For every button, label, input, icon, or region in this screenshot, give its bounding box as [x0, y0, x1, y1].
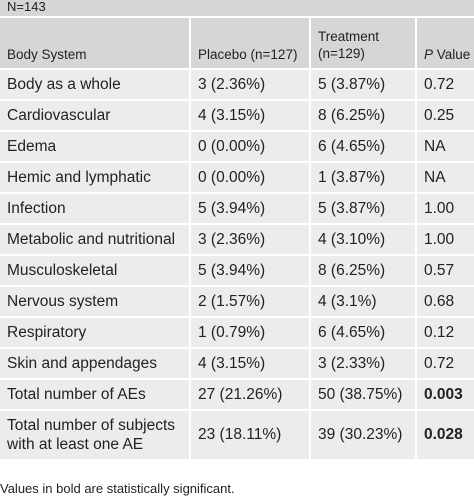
table-grid: Body System Placebo (n=127) Treatment (n… [0, 18, 474, 461]
cell-placebo: 5 (3.94%) [191, 194, 311, 225]
cell-p-value: NA [417, 163, 474, 194]
cell-treatment: 5 (3.87%) [311, 70, 417, 101]
cell-placebo: 0 (0.00%) [191, 132, 311, 163]
cell-treatment: 50 (38.75%) [311, 380, 417, 411]
cell-body-system: Hemic and lymphatic [0, 163, 191, 194]
cell-body-system: Total number of subjects with at least o… [0, 411, 191, 461]
header-p-rest: Value [433, 47, 471, 62]
cell-body-system: Infection [0, 194, 191, 225]
header-body-system: Body System [0, 18, 191, 70]
header-placebo: Placebo (n=127) [191, 18, 311, 70]
footnote: Values in bold are statistically signifi… [0, 481, 235, 496]
adverse-events-table: N=143 Body System Placebo (n=127) Treatm… [0, 0, 474, 461]
table-row: Skin and appendages 4 (3.15%) 3 (2.33%) 0.7… [0, 349, 474, 380]
header-p-italic: P [424, 47, 434, 62]
cell-p-value: 0.003 [417, 380, 474, 411]
header-treatment-line1: Treatment [318, 29, 380, 44]
table-row: Total number of AEs 27 (21.26%) 50 (38.75%… [0, 380, 474, 411]
cell-treatment: 4 (3.1%) [311, 287, 417, 318]
cell-body-system: Body as a whole [0, 70, 191, 101]
cell-placebo: 1 (0.79%) [191, 318, 311, 349]
cell-body-system: Nervous system [0, 287, 191, 318]
cell-placebo: 27 (21.26%) [191, 380, 311, 411]
cell-p-value: 0.68 [417, 287, 474, 318]
cell-treatment: 39 (30.23%) [311, 411, 417, 461]
cell-placebo: 2 (1.57%) [191, 287, 311, 318]
cell-placebo: 0 (0.00%) [191, 163, 311, 194]
table-row: Musculoskeletal 5 (3.94%) 8 (6.25%) 0.57 [0, 256, 474, 287]
table-row: Body as a whole 3 (2.36%) 5 (3.87%) 0.72 [0, 70, 474, 101]
table-row: Nervous system 2 (1.57%) 4 (3.1%) 0.68 [0, 287, 474, 318]
table-body: Body as a whole 3 (2.36%) 5 (3.87%) 0.72 Car… [0, 70, 474, 461]
cell-placebo: 3 (2.36%) [191, 225, 311, 256]
cell-p-value: 1.00 [417, 194, 474, 225]
table-row: Infection 5 (3.94%) 5 (3.87%) 1.00 [0, 194, 474, 225]
cell-p-value: 1.00 [417, 225, 474, 256]
cell-treatment: 8 (6.25%) [311, 101, 417, 132]
cell-treatment: 1 (3.87%) [311, 163, 417, 194]
cell-placebo: 3 (2.36%) [191, 70, 311, 101]
cell-p-value: 0.57 [417, 256, 474, 287]
table-row: Edema 0 (0.00%) 6 (4.65%) NA [0, 132, 474, 163]
cell-body-system: Respiratory [0, 318, 191, 349]
cell-body-system: Skin and appendages [0, 349, 191, 380]
cell-body-system: Musculoskeletal [0, 256, 191, 287]
cell-p-value: 0.25 [417, 101, 474, 132]
table-row: Respiratory 1 (0.79%) 6 (4.65%) 0.12 [0, 318, 474, 349]
table-row: Cardiovascular 4 (3.15%) 8 (6.25%) 0.25 [0, 101, 474, 132]
cell-treatment: 4 (3.10%) [311, 225, 417, 256]
cell-body-system: Metabolic and nutritional [0, 225, 191, 256]
cell-placebo: 4 (3.15%) [191, 101, 311, 132]
cell-body-system: Total number of AEs [0, 380, 191, 411]
table-row: Hemic and lymphatic 0 (0.00%) 1 (3.87%) NA [0, 163, 474, 194]
header-p-value: P Value [417, 18, 474, 70]
cell-p-value: 0.72 [417, 70, 474, 101]
cell-p-value: 0.028 [417, 411, 474, 461]
cell-placebo: 5 (3.94%) [191, 256, 311, 287]
cell-p-value: NA [417, 132, 474, 163]
cell-treatment: 3 (2.33%) [311, 349, 417, 380]
header-treatment: Treatment (n=129) [311, 18, 417, 70]
cell-treatment: 6 (4.65%) [311, 318, 417, 349]
cell-treatment: 8 (6.25%) [311, 256, 417, 287]
header-row: Body System Placebo (n=127) Treatment (n… [0, 18, 474, 70]
cell-treatment: 5 (3.87%) [311, 194, 417, 225]
table-row: Total number of subjects with at least o… [0, 411, 474, 461]
cell-treatment: 6 (4.65%) [311, 132, 417, 163]
cell-p-value: 0.12 [417, 318, 474, 349]
header-treatment-line2: (n=129) [318, 46, 365, 61]
cell-body-system: Edema [0, 132, 191, 163]
cell-placebo: 23 (18.11%) [191, 411, 311, 461]
sample-size-label: N=143 [0, 0, 474, 18]
table-row: Metabolic and nutritional 3 (2.36%) 4 (3.1… [0, 225, 474, 256]
cell-body-system: Cardiovascular [0, 101, 191, 132]
cell-placebo: 4 (3.15%) [191, 349, 311, 380]
cell-p-value: 0.72 [417, 349, 474, 380]
